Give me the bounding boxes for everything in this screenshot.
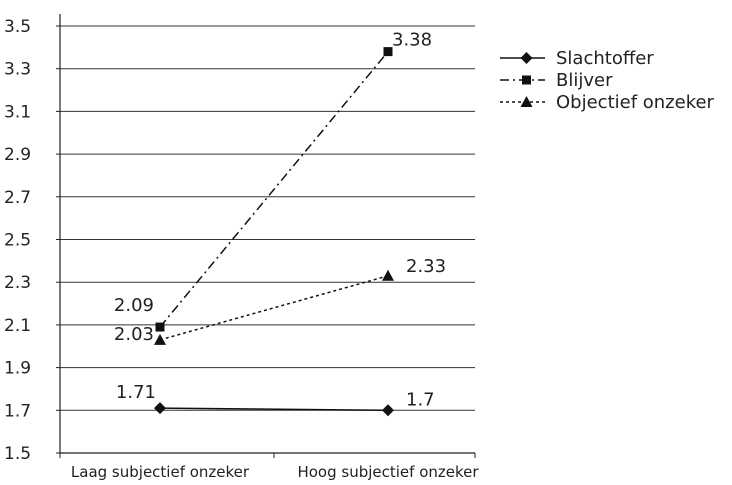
series-line [159, 275, 389, 341]
y-tick-label: 3.5 [4, 17, 31, 37]
series-line [159, 51, 389, 328]
grid-lines [56, 25, 476, 458]
data-label: 1.71 [116, 382, 156, 403]
data-point-marker [382, 404, 394, 417]
y-tick-label: 1.7 [4, 401, 31, 421]
x-axis-category-labels: Laag subjectief onzeker Hoog subjectief o… [71, 463, 479, 481]
series-line [159, 407, 389, 412]
legend-label: Blijver [556, 70, 613, 91]
series-objectief-onzeker: 2.03 2.33 [114, 256, 446, 345]
data-point-marker [382, 269, 394, 281]
y-tick-label: 1.5 [4, 444, 31, 464]
data-label: 1.7 [406, 389, 435, 410]
data-label: 2.09 [114, 295, 154, 316]
legend-marker [520, 52, 533, 64]
legend-item-objectief-onzeker: Objectief onzeker [500, 92, 715, 113]
data-point-marker [154, 402, 166, 415]
data-label: 2.33 [406, 256, 446, 277]
y-tick-label: 2.9 [4, 145, 31, 165]
legend-marker [520, 96, 533, 107]
legend-item-blijver: Blijver [500, 70, 613, 91]
series-slachtoffer: 1.71 1.7 [116, 382, 435, 417]
y-tick-label: 2.5 [4, 231, 31, 251]
y-tick-label: 2.1 [4, 316, 31, 336]
y-tick-label: 3.1 [4, 102, 31, 122]
y-tick-label: 1.9 [4, 359, 31, 379]
legend-marker [522, 75, 531, 85]
data-point-marker [155, 322, 165, 332]
series-layer: 1.71 1.7 2.09 3.38 2.03 2.33 [114, 30, 446, 417]
legend-item-slachtoffer: Slachtoffer [500, 48, 654, 69]
y-tick-label: 2.7 [4, 188, 31, 208]
series-blijver: 2.09 3.38 [114, 30, 432, 332]
x-category-label: Hoog subjectief onzeker [297, 463, 479, 481]
legend-label: Objectief onzeker [556, 92, 715, 113]
legend-label: Slachtoffer [556, 48, 654, 69]
x-category-label: Laag subjectief onzeker [71, 463, 250, 481]
y-axis-tick-labels: 1.5 1.7 1.9 2.1 2.3 2.5 2.7 2.9 3.1 3.3 3.5 [4, 17, 31, 464]
data-point-marker [154, 333, 166, 345]
data-label: 3.38 [392, 30, 432, 51]
y-tick-label: 3.3 [4, 60, 31, 80]
y-tick-label: 2.3 [4, 273, 31, 293]
data-label: 2.03 [114, 324, 154, 345]
data-point-marker [383, 47, 393, 57]
